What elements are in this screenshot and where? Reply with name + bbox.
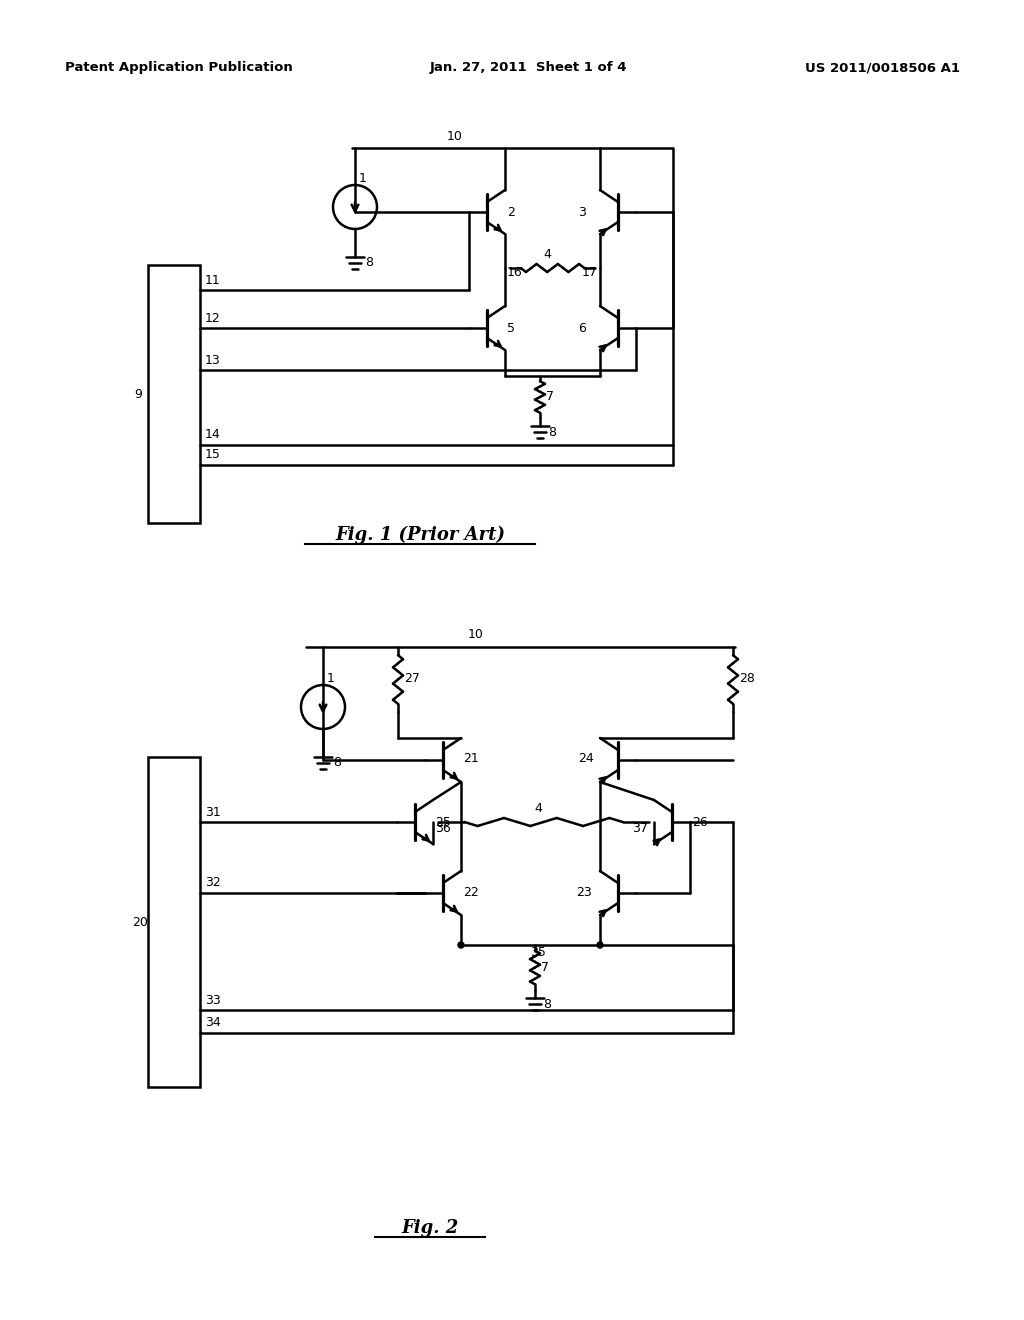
Text: 8: 8 xyxy=(543,998,551,1011)
Circle shape xyxy=(458,942,464,948)
Bar xyxy=(148,756,200,1086)
Text: 12: 12 xyxy=(205,312,221,325)
Text: 6: 6 xyxy=(578,322,586,334)
Text: 26: 26 xyxy=(692,816,708,829)
Text: 25: 25 xyxy=(435,816,451,829)
Text: 9: 9 xyxy=(134,388,142,400)
Text: 3: 3 xyxy=(578,206,586,219)
Text: 33: 33 xyxy=(205,994,221,1006)
Text: Fig. 1 (Prior Art): Fig. 1 (Prior Art) xyxy=(335,525,505,544)
Text: 7: 7 xyxy=(541,961,549,974)
Text: 27: 27 xyxy=(404,672,420,685)
Text: 8: 8 xyxy=(365,256,373,268)
Bar xyxy=(148,265,200,523)
Text: Jan. 27, 2011  Sheet 1 of 4: Jan. 27, 2011 Sheet 1 of 4 xyxy=(430,62,628,74)
Text: 20: 20 xyxy=(132,916,147,928)
Text: 2: 2 xyxy=(507,206,515,219)
Text: 34: 34 xyxy=(205,1016,221,1030)
Text: 1: 1 xyxy=(327,672,335,685)
Text: 10: 10 xyxy=(468,628,484,642)
Text: 21: 21 xyxy=(463,751,479,764)
Text: 35: 35 xyxy=(530,946,546,960)
Text: 10: 10 xyxy=(447,129,463,143)
Text: 13: 13 xyxy=(205,354,221,367)
Text: 32: 32 xyxy=(205,876,221,890)
Text: 8: 8 xyxy=(333,755,341,768)
Text: Fig. 2: Fig. 2 xyxy=(401,1218,459,1237)
Text: 15: 15 xyxy=(205,449,221,462)
Text: 31: 31 xyxy=(205,805,221,818)
Text: 22: 22 xyxy=(463,887,479,899)
Text: 17: 17 xyxy=(582,267,598,280)
Text: 8: 8 xyxy=(548,425,556,438)
Text: Patent Application Publication: Patent Application Publication xyxy=(65,62,293,74)
Text: 36: 36 xyxy=(435,821,451,834)
Text: 28: 28 xyxy=(739,672,755,685)
Text: 7: 7 xyxy=(546,391,554,404)
Text: 4: 4 xyxy=(535,801,543,814)
Text: 14: 14 xyxy=(205,429,221,441)
Text: US 2011/0018506 A1: US 2011/0018506 A1 xyxy=(805,62,961,74)
Text: 4: 4 xyxy=(544,248,552,260)
Text: 24: 24 xyxy=(578,751,594,764)
Text: 1: 1 xyxy=(359,173,367,186)
Text: 16: 16 xyxy=(507,267,522,280)
Text: 23: 23 xyxy=(575,887,592,899)
Text: 5: 5 xyxy=(507,322,515,334)
Text: 11: 11 xyxy=(205,273,221,286)
Circle shape xyxy=(597,942,603,948)
Text: 37: 37 xyxy=(632,821,648,834)
